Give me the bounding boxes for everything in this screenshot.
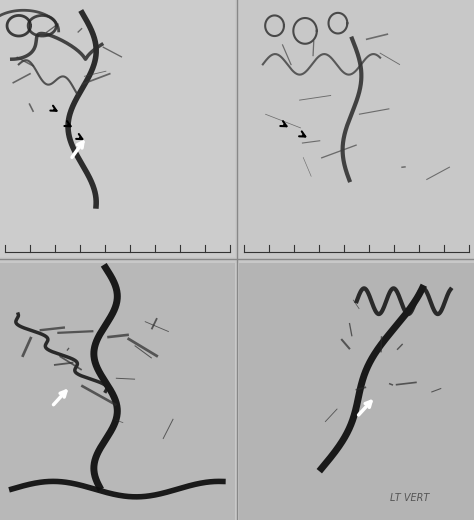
Text: LT VERT: LT VERT [390,493,430,503]
